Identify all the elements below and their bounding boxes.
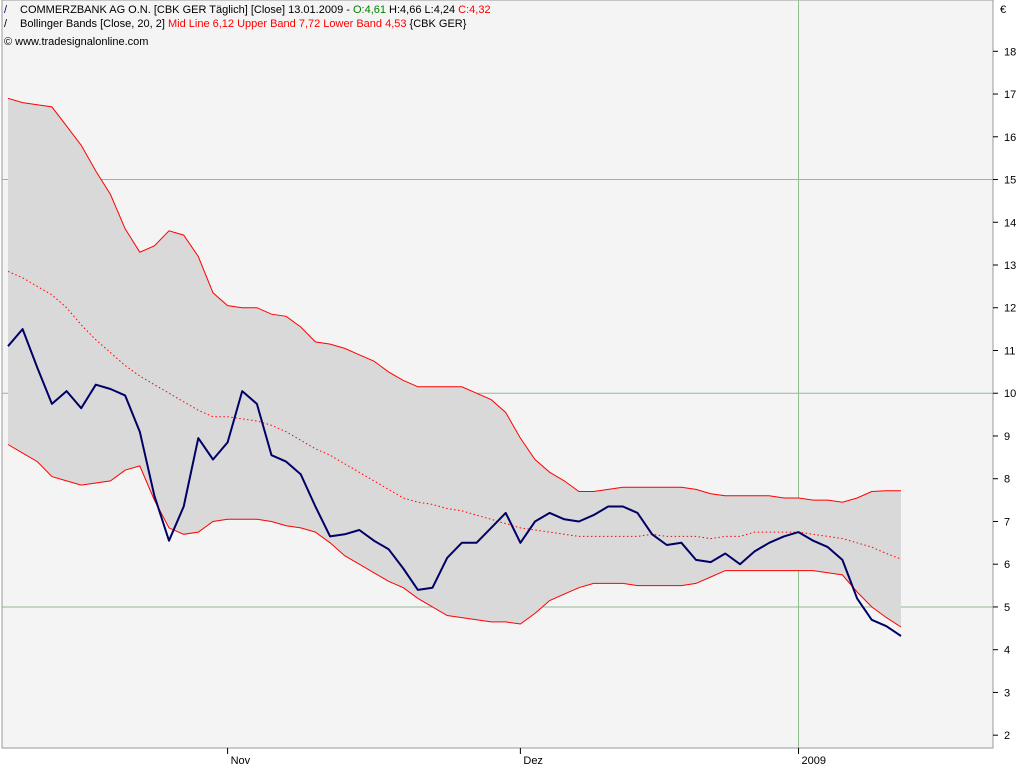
- y-axis: 2 3 4 5 6 7 8 9 10 11 12 13 14 15 16 17 18: [992, 0, 1016, 748]
- y-tick-label: 18: [1004, 46, 1016, 58]
- series-mid-line: [7, 270, 902, 560]
- y-tick-label: 17: [1004, 89, 1016, 101]
- header-symbol: COMMERZBANK AG O.N. [CBK GER Täglich] [C…: [20, 4, 353, 16]
- header-low: L:4,24: [421, 4, 455, 16]
- y-tick-label: 8: [1004, 474, 1010, 486]
- x-tick-label: Dez: [523, 755, 543, 767]
- header-line-2: Bollinger Bands [Close, 20, 2] Mid Line …: [20, 18, 467, 30]
- header-close: C:4,32: [455, 4, 490, 16]
- x-tick-label: Nov: [231, 755, 251, 767]
- header-suffix: {CBK GER}: [406, 18, 466, 30]
- bollinger-series-icon: /: [4, 18, 8, 30]
- header-open: O:4,61: [353, 4, 386, 16]
- chart-header: / COMMERZBANK AG O.N. [CBK GER Täglich] …: [4, 4, 491, 48]
- price-series-icon: /: [4, 4, 8, 16]
- header-band-values: Mid Line 6,12 Upper Band 7,72 Lower Band…: [168, 18, 407, 30]
- header-indicator: Bollinger Bands [Close, 20, 2]: [20, 18, 168, 30]
- header-line-1: COMMERZBANK AG O.N. [CBK GER Täglich] [C…: [20, 4, 491, 16]
- series-upper-band: [7, 97, 901, 503]
- x-tick-label: 2009: [802, 755, 826, 767]
- y-tick-label: 16: [1004, 132, 1016, 144]
- y-tick-label: 4: [1004, 645, 1010, 657]
- y-tick-label: 15: [1004, 175, 1016, 187]
- y-tick-label: 14: [1004, 217, 1016, 229]
- currency-label: €: [1000, 4, 1006, 16]
- y-tick-label: 3: [1004, 687, 1010, 699]
- y-tick-label: 9: [1004, 431, 1010, 443]
- band-fill-area: [8, 98, 901, 628]
- y-tick-label: 10: [1004, 388, 1016, 400]
- y-tick-label: 11: [1004, 345, 1015, 357]
- x-axis: Nov Dez 2009: [2, 747, 993, 767]
- y-tick-label: 6: [1004, 559, 1010, 571]
- series-lines: [7, 97, 902, 637]
- series-price-line: [7, 328, 902, 637]
- header-high: H:4,66: [386, 4, 421, 16]
- header-copyright: © www.tradesignalonline.com: [4, 36, 148, 48]
- y-tick-label: 12: [1004, 303, 1016, 315]
- y-tick-label: 5: [1004, 602, 1010, 614]
- y-tick-label: 2: [1004, 730, 1010, 742]
- bollinger-band-fill: [8, 98, 901, 628]
- y-tick-label: 13: [1004, 260, 1016, 272]
- y-tick-label: 7: [1004, 516, 1010, 528]
